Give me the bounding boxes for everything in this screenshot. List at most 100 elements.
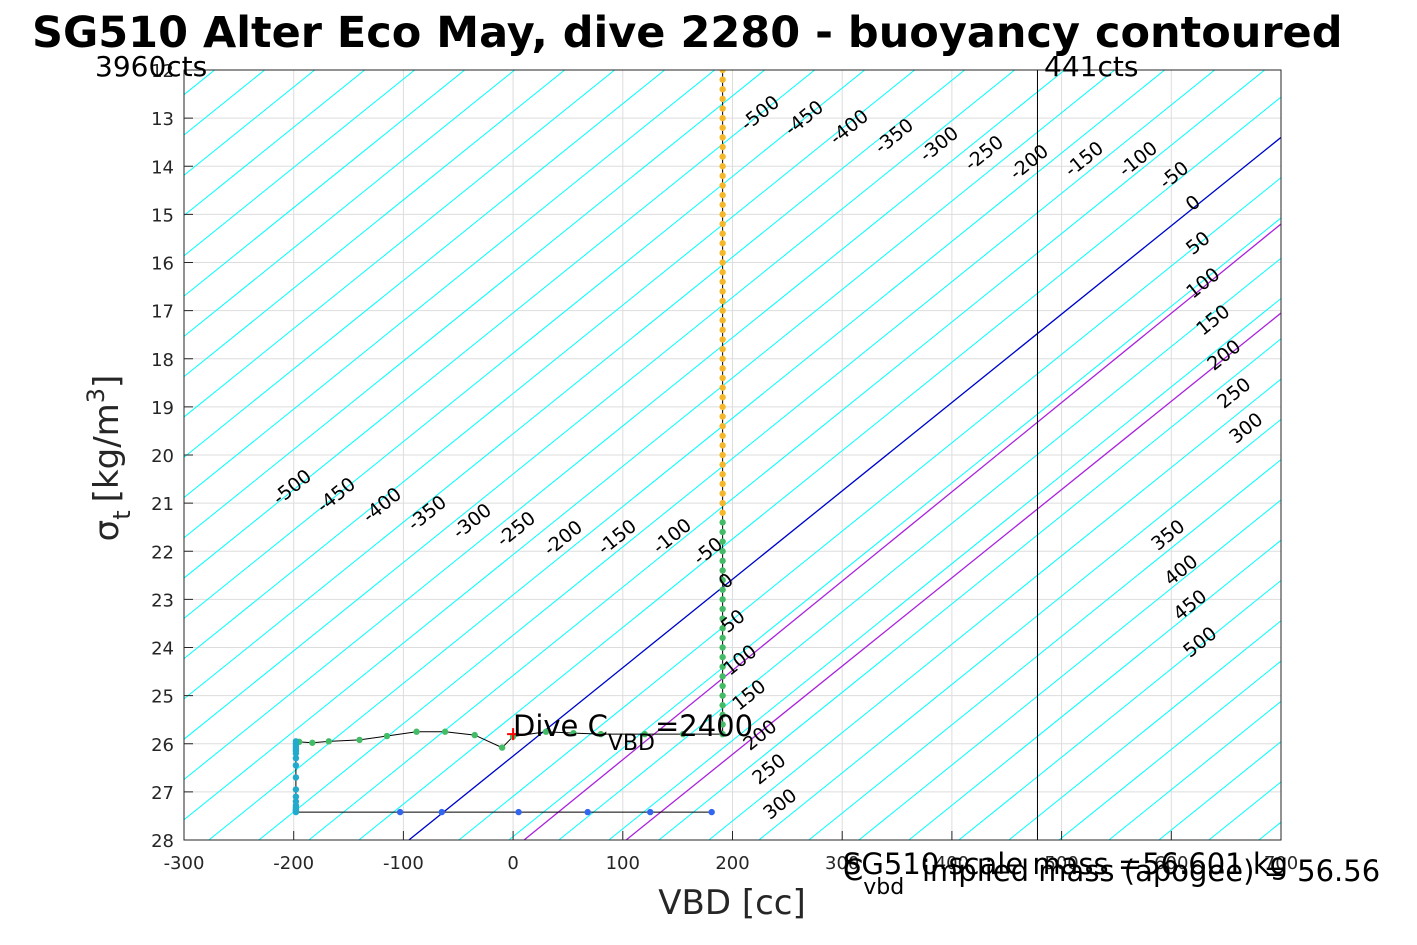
data-point-bottom_points	[438, 808, 445, 816]
data-point-dive_points	[719, 471, 726, 478]
contour-line-cyan	[1359, 0, 1417, 840]
contour-line-cyan	[1258, 821, 1281, 840]
x-tick-label: 700	[1264, 853, 1298, 874]
data-point-climb_points	[570, 729, 577, 737]
left-top-counts-label: 3960cts	[95, 50, 207, 83]
data-point-bottom_points	[396, 808, 404, 816]
data-point-bottom_points	[515, 808, 522, 816]
x-tick-label: -300	[164, 853, 205, 874]
data-point-dive_points	[719, 259, 726, 266]
series-layer	[292, 70, 726, 816]
y-tick-label: 14	[151, 157, 174, 178]
data-point-dive_points	[719, 134, 726, 141]
cvbd-bottom-label: Cvbd	[843, 853, 904, 900]
data-point-surface_points	[292, 762, 300, 769]
y-axis-label-sigma: σ	[87, 520, 127, 542]
data-point-dive_points	[719, 355, 726, 362]
x-tick-label: 0	[507, 853, 518, 874]
x-tick-label: 500	[1044, 853, 1078, 874]
data-point-climb_points	[719, 528, 726, 536]
y-axis-label: σt [kg/m3]	[82, 375, 136, 542]
contour-line-cyan	[184, 70, 916, 660]
data-point-surface_points	[292, 786, 300, 793]
contour-lines	[184, 0, 1417, 840]
contour-line-cyan	[184, 70, 966, 700]
x-tick-label: 100	[606, 853, 640, 874]
data-point-bottom_points	[647, 808, 654, 816]
data-point-dive_points	[719, 153, 726, 160]
y-axis-label-unit: [kg/m	[87, 403, 127, 502]
data-point-dive_points	[719, 374, 726, 382]
y-axis-label-close: ]	[87, 375, 127, 388]
right-top-counts-label: 441cts	[1044, 50, 1138, 83]
data-point-climb_points	[597, 730, 605, 738]
contour-line-cyan	[808, 458, 1281, 840]
data-point-climb_points	[719, 634, 726, 642]
y-axis-ticks: 12 13 14 15 16 17 18 19 20 21 22 23 24 25 26 27 28	[151, 61, 193, 852]
data-point-climb_points	[719, 576, 726, 584]
data-point-dive_points	[719, 124, 726, 131]
data-point-climb_points	[679, 730, 687, 738]
data-point-climb_points	[498, 744, 506, 751]
data-point-dive_points	[719, 70, 726, 74]
data-point-dive_points	[719, 480, 726, 488]
data-point-dive_points	[719, 365, 726, 372]
contour-line-cyan	[258, 70, 1216, 840]
data-point-climb_points	[719, 625, 726, 632]
dive-cvbd-value: =2400	[655, 709, 753, 743]
data-point-climb_points	[719, 538, 726, 545]
data-point-climb_points	[325, 738, 333, 745]
contour-line-cyan	[1409, 0, 1417, 840]
data-point-dive_points	[719, 240, 726, 247]
y-tick-label: 13	[151, 109, 174, 130]
data-point-surface_points	[292, 793, 300, 800]
dive-cvbd-label: Dive CVBD=2400	[513, 709, 753, 756]
dive-cvbd-sub: VBD	[608, 731, 655, 756]
implied-mass-label: implied mass (apogee) = 56.56	[922, 854, 1380, 888]
data-point-climb_points	[719, 644, 726, 651]
y-tick-label: 18	[151, 350, 174, 371]
y-tick-label: 22	[151, 542, 174, 563]
y-tick-label: 27	[151, 783, 174, 804]
y-tick-label: 16	[151, 254, 174, 275]
x-tick-label: -200	[273, 853, 314, 874]
data-point-dive_points	[719, 326, 726, 334]
y-tick-label: 17	[151, 302, 174, 323]
y-tick-label: 25	[151, 687, 174, 708]
contour-line-cyan	[708, 378, 1281, 840]
data-point-climb_points	[356, 736, 363, 744]
contour-line-cyan	[508, 217, 1281, 840]
data-point-climb_points	[719, 730, 726, 738]
contour-line-cyan	[184, 70, 1066, 781]
y-tick-label: 20	[151, 446, 174, 467]
y-tick-label: 12	[151, 61, 174, 82]
data-point-dive_points	[719, 201, 726, 208]
data-point-climb_points	[719, 682, 726, 690]
x-tick-label: 600	[1154, 853, 1188, 874]
contour-line-cyan	[184, 70, 866, 619]
data-point-dive_points	[719, 317, 726, 324]
data-point-dive_points	[719, 95, 726, 103]
data-point-dive_points	[719, 105, 726, 112]
data-point-dive_points	[719, 230, 726, 237]
y-tick-label: 24	[151, 639, 174, 660]
y-tick-label: 15	[151, 205, 174, 226]
data-point-surface_points	[292, 808, 300, 816]
data-point-dive_points	[719, 163, 726, 170]
contour-line-cyan	[184, 70, 1016, 740]
contour-line-cyan	[184, 70, 1116, 821]
contour-line-cyan	[908, 539, 1281, 840]
contour-line-cyan	[558, 257, 1281, 840]
data-point-climb_points	[719, 653, 726, 661]
contour-line-cyan	[1309, 0, 1417, 840]
x-tick-label: 200	[715, 853, 749, 874]
data-point-dive_points	[719, 211, 726, 218]
data-point-dive_points	[719, 490, 726, 497]
contour-line-cyan	[608, 297, 1281, 840]
data-point-climb_points	[719, 586, 726, 593]
data-point-climb_points	[383, 732, 391, 740]
data-point-dive_points	[719, 432, 726, 439]
data-point-dive_points	[719, 191, 726, 199]
data-point-climb_points	[542, 728, 550, 735]
data-point-bottom_points	[584, 808, 591, 816]
